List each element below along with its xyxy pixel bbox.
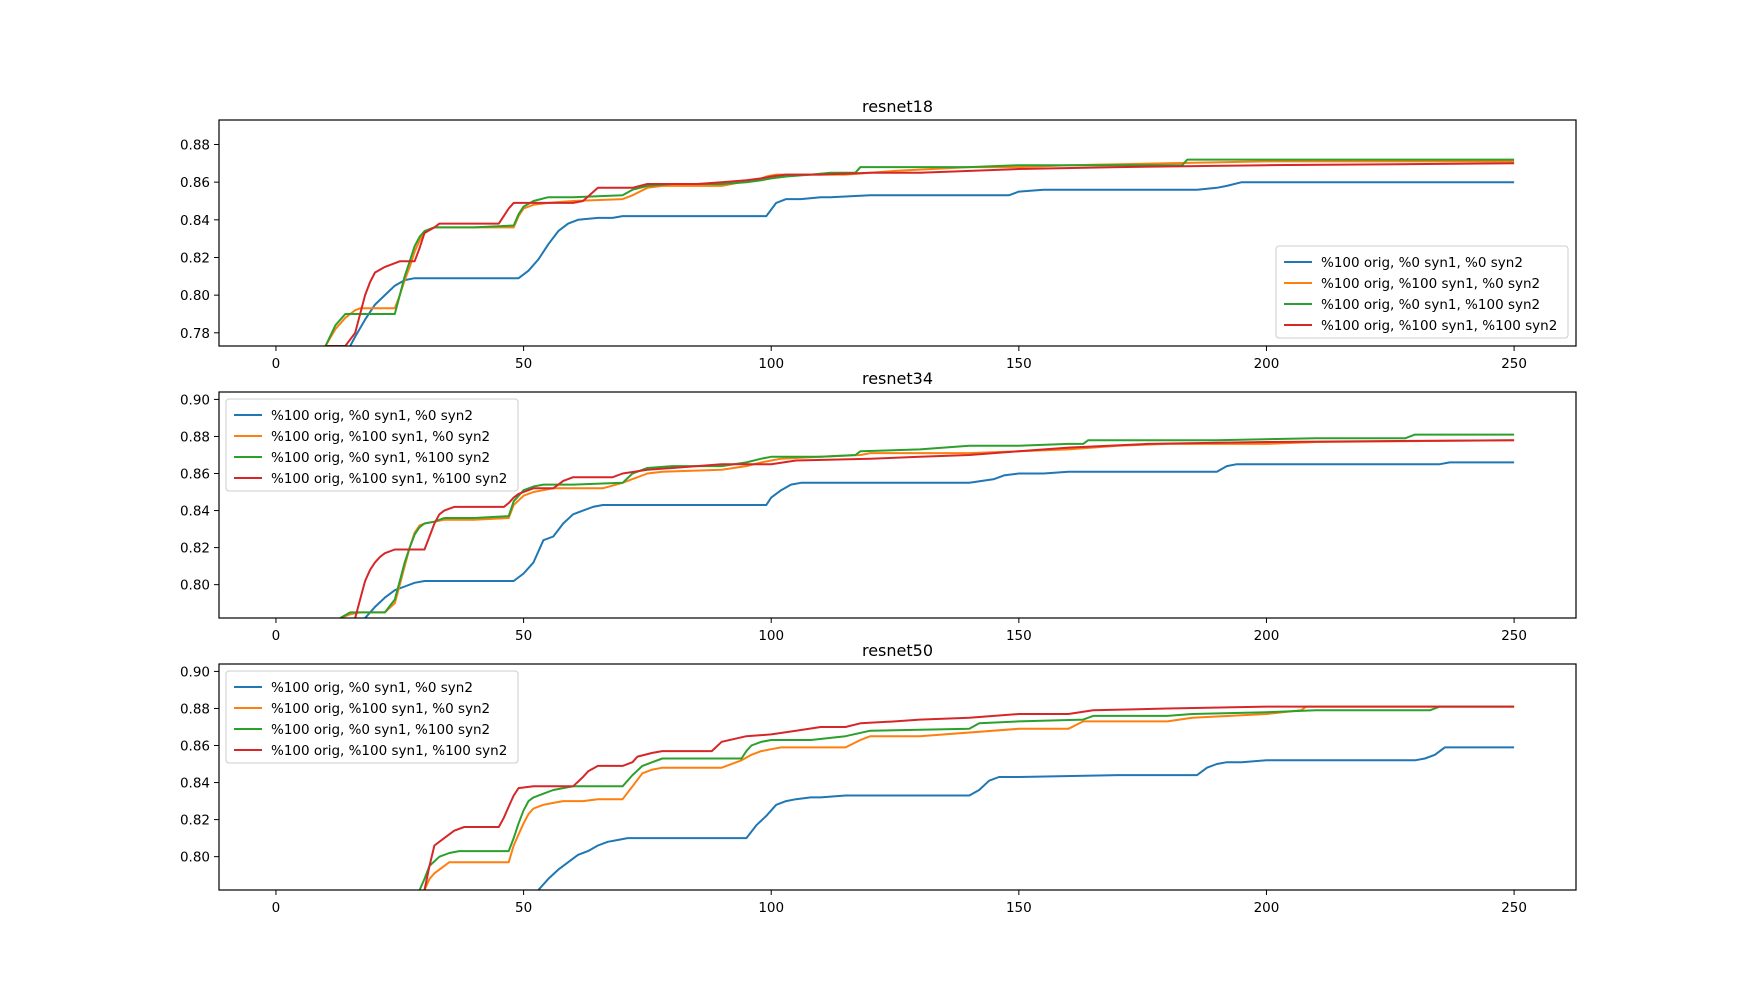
x-tick-label: 150 <box>1006 900 1032 916</box>
legend-label: %100 orig, %0 syn1, %100 syn2 <box>1321 297 1540 313</box>
legend-label: %100 orig, %0 syn1, %0 syn2 <box>271 408 473 424</box>
y-tick-label: 0.80 <box>180 578 210 594</box>
y-tick-label: 0.86 <box>180 467 210 483</box>
x-tick-label: 100 <box>758 628 784 644</box>
legend: %100 orig, %0 syn1, %0 syn2 %100 orig, %1… <box>1275 245 1569 339</box>
y-tick-label: 0.86 <box>180 739 210 755</box>
y-tick-label: 0.88 <box>180 701 210 717</box>
series-line-3 <box>354 439 1515 618</box>
x-tick-label: 100 <box>758 900 784 916</box>
y-tick-label: 0.78 <box>180 326 210 342</box>
x-tick-label: 50 <box>515 900 532 916</box>
axes-frame <box>218 119 1577 347</box>
subplots: resnet18 0 50 100 150 200 250 0.78 0.80 0.82 0.84 0… <box>180 97 1577 916</box>
legend-box <box>225 398 519 492</box>
y-tick-label: 0.88 <box>180 429 210 445</box>
legend-box <box>1275 245 1569 339</box>
series-line-2 <box>339 433 1515 618</box>
y-tick-label: 0.88 <box>180 137 210 153</box>
y-tick-label: 0.82 <box>180 250 210 266</box>
x-tick-label: 250 <box>1501 356 1527 372</box>
y-tick-label: 0.84 <box>180 504 210 520</box>
series-line-0 <box>537 746 1515 890</box>
x-tick-label: 200 <box>1254 356 1280 372</box>
subplot-title: resnet34 <box>862 369 933 388</box>
axes-frame <box>218 663 1577 891</box>
subplot-resnet34: resnet34 0 50 100 150 200 250 0.80 0.82 0.84 0.86 0… <box>180 369 1577 644</box>
y-tick-label: 0.80 <box>180 288 210 304</box>
x-tick-label: 150 <box>1006 356 1032 372</box>
y-tick-label: 0.90 <box>180 664 210 680</box>
series-line-2 <box>324 158 1515 346</box>
x-tick-label: 50 <box>515 356 532 372</box>
y-tick-label: 0.82 <box>180 541 210 557</box>
y-tick-label: 0.90 <box>180 392 210 408</box>
series-line-2 <box>418 705 1515 890</box>
y-tick-label: 0.80 <box>180 850 210 866</box>
legend-label: %100 orig, %100 syn1, %100 syn2 <box>1321 318 1557 334</box>
legend-label: %100 orig, %100 syn1, %100 syn2 <box>271 471 507 487</box>
x-tick-label: 50 <box>515 628 532 644</box>
x-tick-label: 100 <box>758 356 784 372</box>
legend-label: %100 orig, %0 syn1, %100 syn2 <box>271 722 490 738</box>
x-tick-label: 200 <box>1254 628 1280 644</box>
y-tick-label: 0.84 <box>180 776 210 792</box>
legend-box <box>225 670 519 764</box>
series-line-0 <box>364 461 1515 618</box>
legend-label: %100 orig, %100 syn1, %100 syn2 <box>271 743 507 759</box>
legend-label: %100 orig, %0 syn1, %0 syn2 <box>1321 255 1523 271</box>
legend-label: %100 orig, %100 syn1, %0 syn2 <box>271 429 490 445</box>
legend: %100 orig, %0 syn1, %0 syn2 %100 orig, %1… <box>225 398 519 492</box>
x-tick-label: 0 <box>272 356 281 372</box>
x-tick-label: 250 <box>1501 628 1527 644</box>
y-tick-label: 0.86 <box>180 175 210 191</box>
subplot-resnet18: resnet18 0 50 100 150 200 250 0.78 0.80 0.82 0.84 0… <box>180 97 1577 372</box>
y-tick-label: 0.82 <box>180 813 210 829</box>
legend-label: %100 orig, %0 syn1, %0 syn2 <box>271 680 473 696</box>
x-tick-label: 200 <box>1254 900 1280 916</box>
legend-label: %100 orig, %100 syn1, %0 syn2 <box>1321 276 1540 292</box>
subplot-title: resnet18 <box>862 97 933 116</box>
series-line-3 <box>325 162 1515 346</box>
legend-label: %100 orig, %100 syn1, %0 syn2 <box>271 701 490 717</box>
y-tick-label: 0.84 <box>180 213 210 229</box>
axes-frame <box>218 391 1577 619</box>
x-tick-label: 150 <box>1006 628 1032 644</box>
series-line-1 <box>423 705 1515 890</box>
x-tick-label: 0 <box>272 900 281 916</box>
x-tick-label: 0 <box>272 628 281 644</box>
series-line-3 <box>423 705 1515 890</box>
subplot-title: resnet50 <box>862 641 933 660</box>
legend-label: %100 orig, %0 syn1, %100 syn2 <box>271 450 490 466</box>
legend: %100 orig, %0 syn1, %0 syn2 %100 orig, %1… <box>225 670 519 764</box>
subplot-resnet50: resnet50 0 50 100 150 200 250 0.80 0.82 0.84 0.86 0… <box>180 641 1577 916</box>
x-tick-label: 250 <box>1501 900 1527 916</box>
